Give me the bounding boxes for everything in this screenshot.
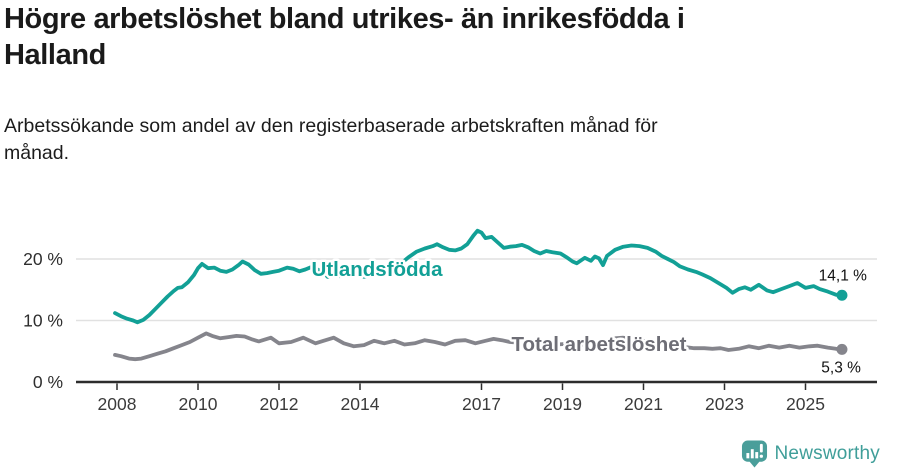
series-end-dot-total-arbetsloshet bbox=[836, 343, 848, 355]
x-axis-label: 2021 bbox=[624, 394, 663, 414]
logo-bubble-shape bbox=[741, 440, 767, 468]
logo-bar-3 bbox=[754, 452, 758, 459]
series-label-total-arbetsloshet: Total arbetslöshet bbox=[511, 333, 686, 356]
series-end-value-utlandsfodda: 14,1 % bbox=[819, 267, 867, 284]
x-axis-label: 2014 bbox=[341, 394, 380, 414]
series-end-dot-utlandsfodda bbox=[836, 289, 848, 301]
logo-bar-2 bbox=[750, 449, 754, 459]
newsworthy-logo-icon bbox=[741, 440, 767, 468]
x-axis-label: 2012 bbox=[260, 394, 299, 414]
page-subtitle: Arbetssökande som andel av den registerb… bbox=[4, 115, 658, 165]
page-title: Högre arbetslöshet bland utrikes- än inr… bbox=[4, 3, 685, 71]
x-axis-label: 2023 bbox=[705, 394, 744, 414]
logo-exclamation-dot bbox=[759, 454, 763, 458]
x-axis-label: 2019 bbox=[543, 394, 582, 414]
series-line-utlandsfodda bbox=[113, 228, 844, 325]
series-end-value-total-arbetsloshet: 5,3 % bbox=[821, 359, 861, 376]
y-axis-label: 0 % bbox=[33, 372, 63, 392]
y-axis-label: 20 % bbox=[23, 249, 63, 269]
logo-bar-1 bbox=[745, 453, 749, 459]
series-line-total-arbetsloshet bbox=[113, 331, 844, 362]
brand-footer: Newsworthy bbox=[741, 438, 880, 470]
series-label-utlandsfodda: Utlandsfödda bbox=[312, 258, 444, 281]
x-axis-label: 2008 bbox=[98, 394, 137, 414]
y-axis-label: 10 % bbox=[23, 311, 63, 331]
x-axis-label: 2010 bbox=[179, 394, 218, 414]
x-axis-label: 2025 bbox=[786, 394, 825, 414]
x-axis-label: 2017 bbox=[462, 394, 501, 414]
newsworthy-wordmark: Newsworthy bbox=[774, 443, 880, 464]
logo-exclamation-bar bbox=[759, 443, 763, 453]
